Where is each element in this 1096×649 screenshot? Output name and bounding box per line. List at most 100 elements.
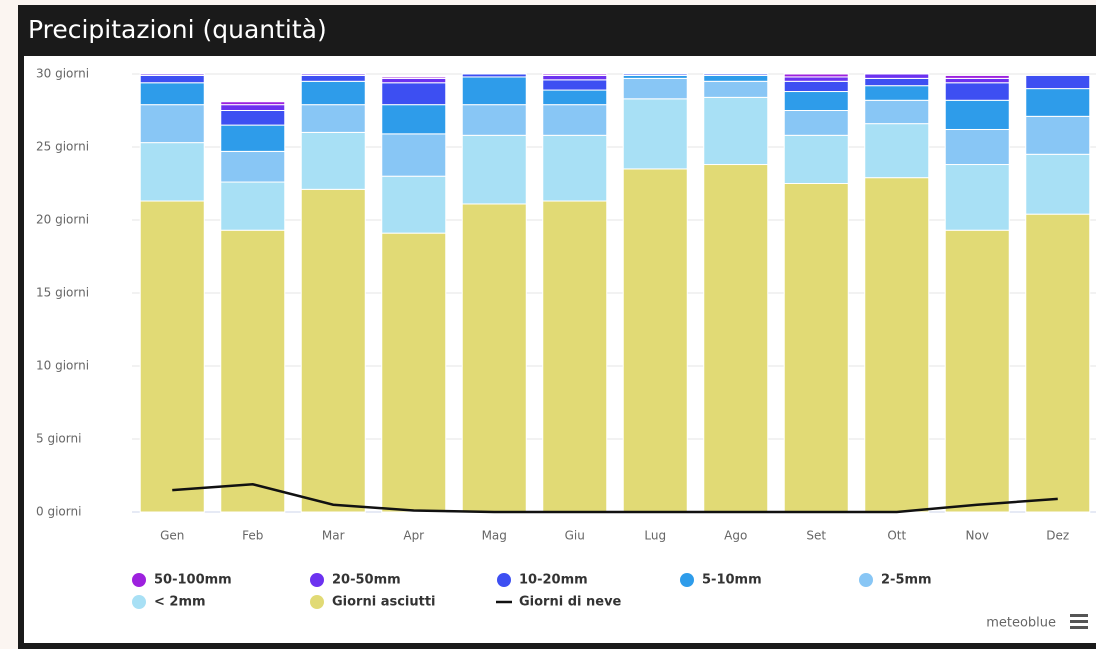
bar-segment xyxy=(704,81,768,97)
bar-segment xyxy=(784,184,848,513)
menu-bar xyxy=(1070,620,1088,623)
bar-segment xyxy=(140,143,204,201)
bar-segment xyxy=(865,78,929,85)
bar-segment xyxy=(1026,89,1090,117)
bar-segment xyxy=(865,178,929,512)
bar-segment xyxy=(623,169,687,512)
bar-segment xyxy=(301,189,365,512)
legend-symbol xyxy=(310,595,324,609)
bar-segment xyxy=(140,105,204,143)
legend-label[interactable]: < 2mm xyxy=(154,595,206,610)
bar-segment xyxy=(945,165,1009,231)
bar-segment xyxy=(140,74,204,75)
y-tick-label: 5 giorni xyxy=(36,432,81,446)
bar-segment xyxy=(704,74,768,75)
bar-segment xyxy=(382,176,446,233)
x-tick-label: Mag xyxy=(482,529,507,543)
bar-segment xyxy=(462,74,526,77)
bar-segment xyxy=(543,80,607,90)
bar-segment xyxy=(301,132,365,189)
bar-segment xyxy=(704,165,768,512)
bar-segment xyxy=(543,201,607,512)
bar-segment xyxy=(382,78,446,82)
y-tick-label: 15 giorni xyxy=(36,286,89,300)
bar-segment xyxy=(301,105,365,133)
bar-segment xyxy=(865,100,929,123)
bar-segment xyxy=(945,230,1009,512)
bar-segment xyxy=(462,105,526,136)
y-tick-label: 25 giorni xyxy=(36,140,89,154)
bar-segment xyxy=(543,74,607,75)
menu-icon[interactable] xyxy=(1070,614,1088,629)
bar-segment xyxy=(382,105,446,134)
bar-segment xyxy=(543,135,607,201)
legend-label[interactable]: Giorni di neve xyxy=(519,595,622,610)
bar-segment xyxy=(945,78,1009,82)
y-tick-label: 0 giorni xyxy=(36,505,81,519)
x-tick-label: Apr xyxy=(403,529,424,543)
legend-label[interactable]: 50-100mm xyxy=(154,573,232,588)
credit: meteoblue xyxy=(986,616,1056,631)
bar-segment xyxy=(865,74,929,78)
bar-segment xyxy=(784,111,848,136)
bar-segment xyxy=(945,83,1009,101)
bar-segment xyxy=(865,124,929,178)
chart: Precipitazioni (quantità) meteoblue 0 gi… xyxy=(0,0,1096,649)
x-tick-label: Ott xyxy=(887,529,906,543)
legend-symbol xyxy=(132,573,146,587)
bar-segment xyxy=(301,74,365,75)
y-tick-label: 10 giorni xyxy=(36,359,89,373)
bar-segment xyxy=(543,75,607,79)
y-tick-label: 30 giorni xyxy=(36,67,89,81)
bar-segment xyxy=(1026,154,1090,214)
bar-segment xyxy=(543,105,607,136)
bar-segment xyxy=(784,74,848,77)
bar-segment xyxy=(382,233,446,512)
legend-symbol xyxy=(310,573,324,587)
bar-segment xyxy=(221,230,285,512)
bar-segment xyxy=(221,102,285,105)
bar-segment xyxy=(784,92,848,111)
bar-segment xyxy=(704,75,768,81)
bar-segment xyxy=(462,135,526,204)
bar-segment xyxy=(301,81,365,104)
bar-segment xyxy=(704,97,768,164)
bar-segment xyxy=(1026,75,1090,88)
x-tick-label: Nov xyxy=(966,529,989,543)
legend-symbol xyxy=(680,573,694,587)
bar-segment xyxy=(221,111,285,126)
bar-segment xyxy=(140,75,204,82)
legend-symbol xyxy=(132,595,146,609)
legend-label[interactable]: Giorni asciutti xyxy=(332,595,436,610)
bar-segment xyxy=(382,83,446,105)
bar-segment xyxy=(382,77,446,78)
bar-segment xyxy=(945,100,1009,129)
bar-segment xyxy=(221,182,285,230)
x-tick-label: Lug xyxy=(644,529,666,543)
bar-segment xyxy=(623,78,687,98)
y-tick-label: 20 giorni xyxy=(36,213,89,227)
legend-label[interactable]: 5-10mm xyxy=(702,573,762,588)
legend-symbol xyxy=(497,573,511,587)
x-tick-label: Gen xyxy=(160,529,184,543)
bar-segment xyxy=(784,81,848,91)
bar-segment xyxy=(945,129,1009,164)
legend-label[interactable]: 2-5mm xyxy=(881,573,932,588)
x-tick-label: Giu xyxy=(565,529,585,543)
bar-segment xyxy=(462,77,526,105)
legend-label[interactable]: 10-20mm xyxy=(519,573,588,588)
bar-segment xyxy=(140,201,204,512)
x-tick-label: Dez xyxy=(1046,529,1069,543)
legend-label[interactable]: 20-50mm xyxy=(332,573,401,588)
x-tick-label: Feb xyxy=(242,529,263,543)
legend-symbol xyxy=(859,573,873,587)
bar-segment xyxy=(140,83,204,105)
bar-segment xyxy=(945,75,1009,78)
menu-bar xyxy=(1070,614,1088,617)
bar-segment xyxy=(543,90,607,105)
bar-segment xyxy=(221,105,285,111)
x-tick-label: Mar xyxy=(322,529,345,543)
bar-segment xyxy=(382,134,446,176)
menu-bar xyxy=(1070,626,1088,629)
bar-segment xyxy=(1026,214,1090,512)
